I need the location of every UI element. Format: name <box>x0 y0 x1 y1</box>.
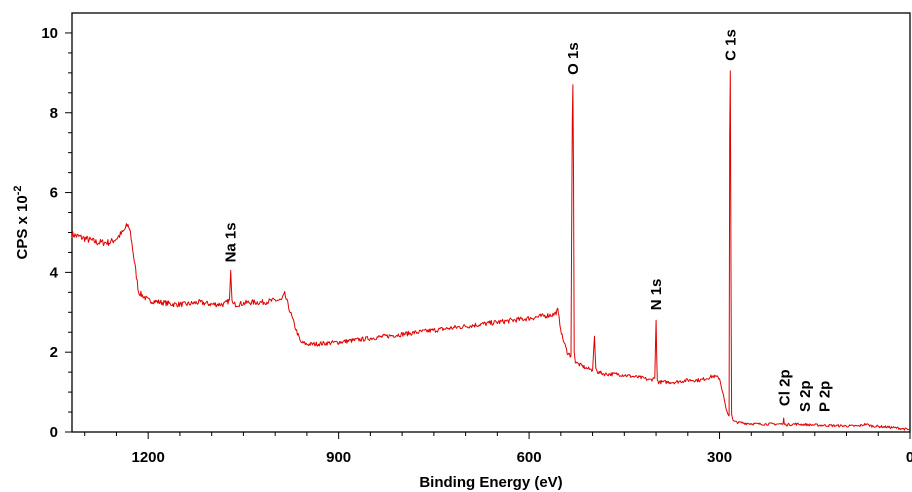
y-tick-label: 10 <box>41 25 58 42</box>
y-tick-label: 6 <box>50 185 58 202</box>
y-tick-label: 4 <box>50 264 59 281</box>
x-axis-ticks: 1200 900 600 300 0 <box>84 432 912 466</box>
y-tick-label: 8 <box>50 105 58 122</box>
peak-label: Na 1s <box>223 222 240 262</box>
spectrum-line <box>71 70 911 431</box>
y-axis-label-exponent: -2 <box>12 186 24 196</box>
plot-frame <box>71 12 911 433</box>
peak-label: Cl 2p <box>776 369 793 406</box>
x-tick-label: 900 <box>326 449 351 466</box>
peak-label: N 1s <box>648 279 665 311</box>
x-tick-label: 1200 <box>131 449 164 466</box>
x-tick-label: 0 <box>906 449 912 466</box>
y-axis-ticks: 0 2 4 6 8 10 <box>41 25 72 441</box>
y-axis-label-main: CPS x 10 <box>14 195 31 259</box>
y-tick-label: 2 <box>50 344 58 361</box>
y-axis-label: CPS x 10-2 <box>12 186 31 260</box>
x-tick-label: 600 <box>517 449 542 466</box>
spectrum-series <box>71 70 911 431</box>
plot-area <box>71 12 911 433</box>
peak-labels: Na 1s O 1s N 1s C 1s Cl 2p S 2p P 2p <box>223 29 834 412</box>
y-tick-label: 0 <box>50 424 58 441</box>
peak-label: S 2p <box>797 380 814 412</box>
peak-label: P 2p <box>816 381 833 412</box>
x-axis-label: Binding Energy (eV) <box>419 474 562 491</box>
x-tick-label: 300 <box>707 449 732 466</box>
peak-label: O 1s <box>565 42 582 75</box>
peak-label: C 1s <box>722 29 739 61</box>
